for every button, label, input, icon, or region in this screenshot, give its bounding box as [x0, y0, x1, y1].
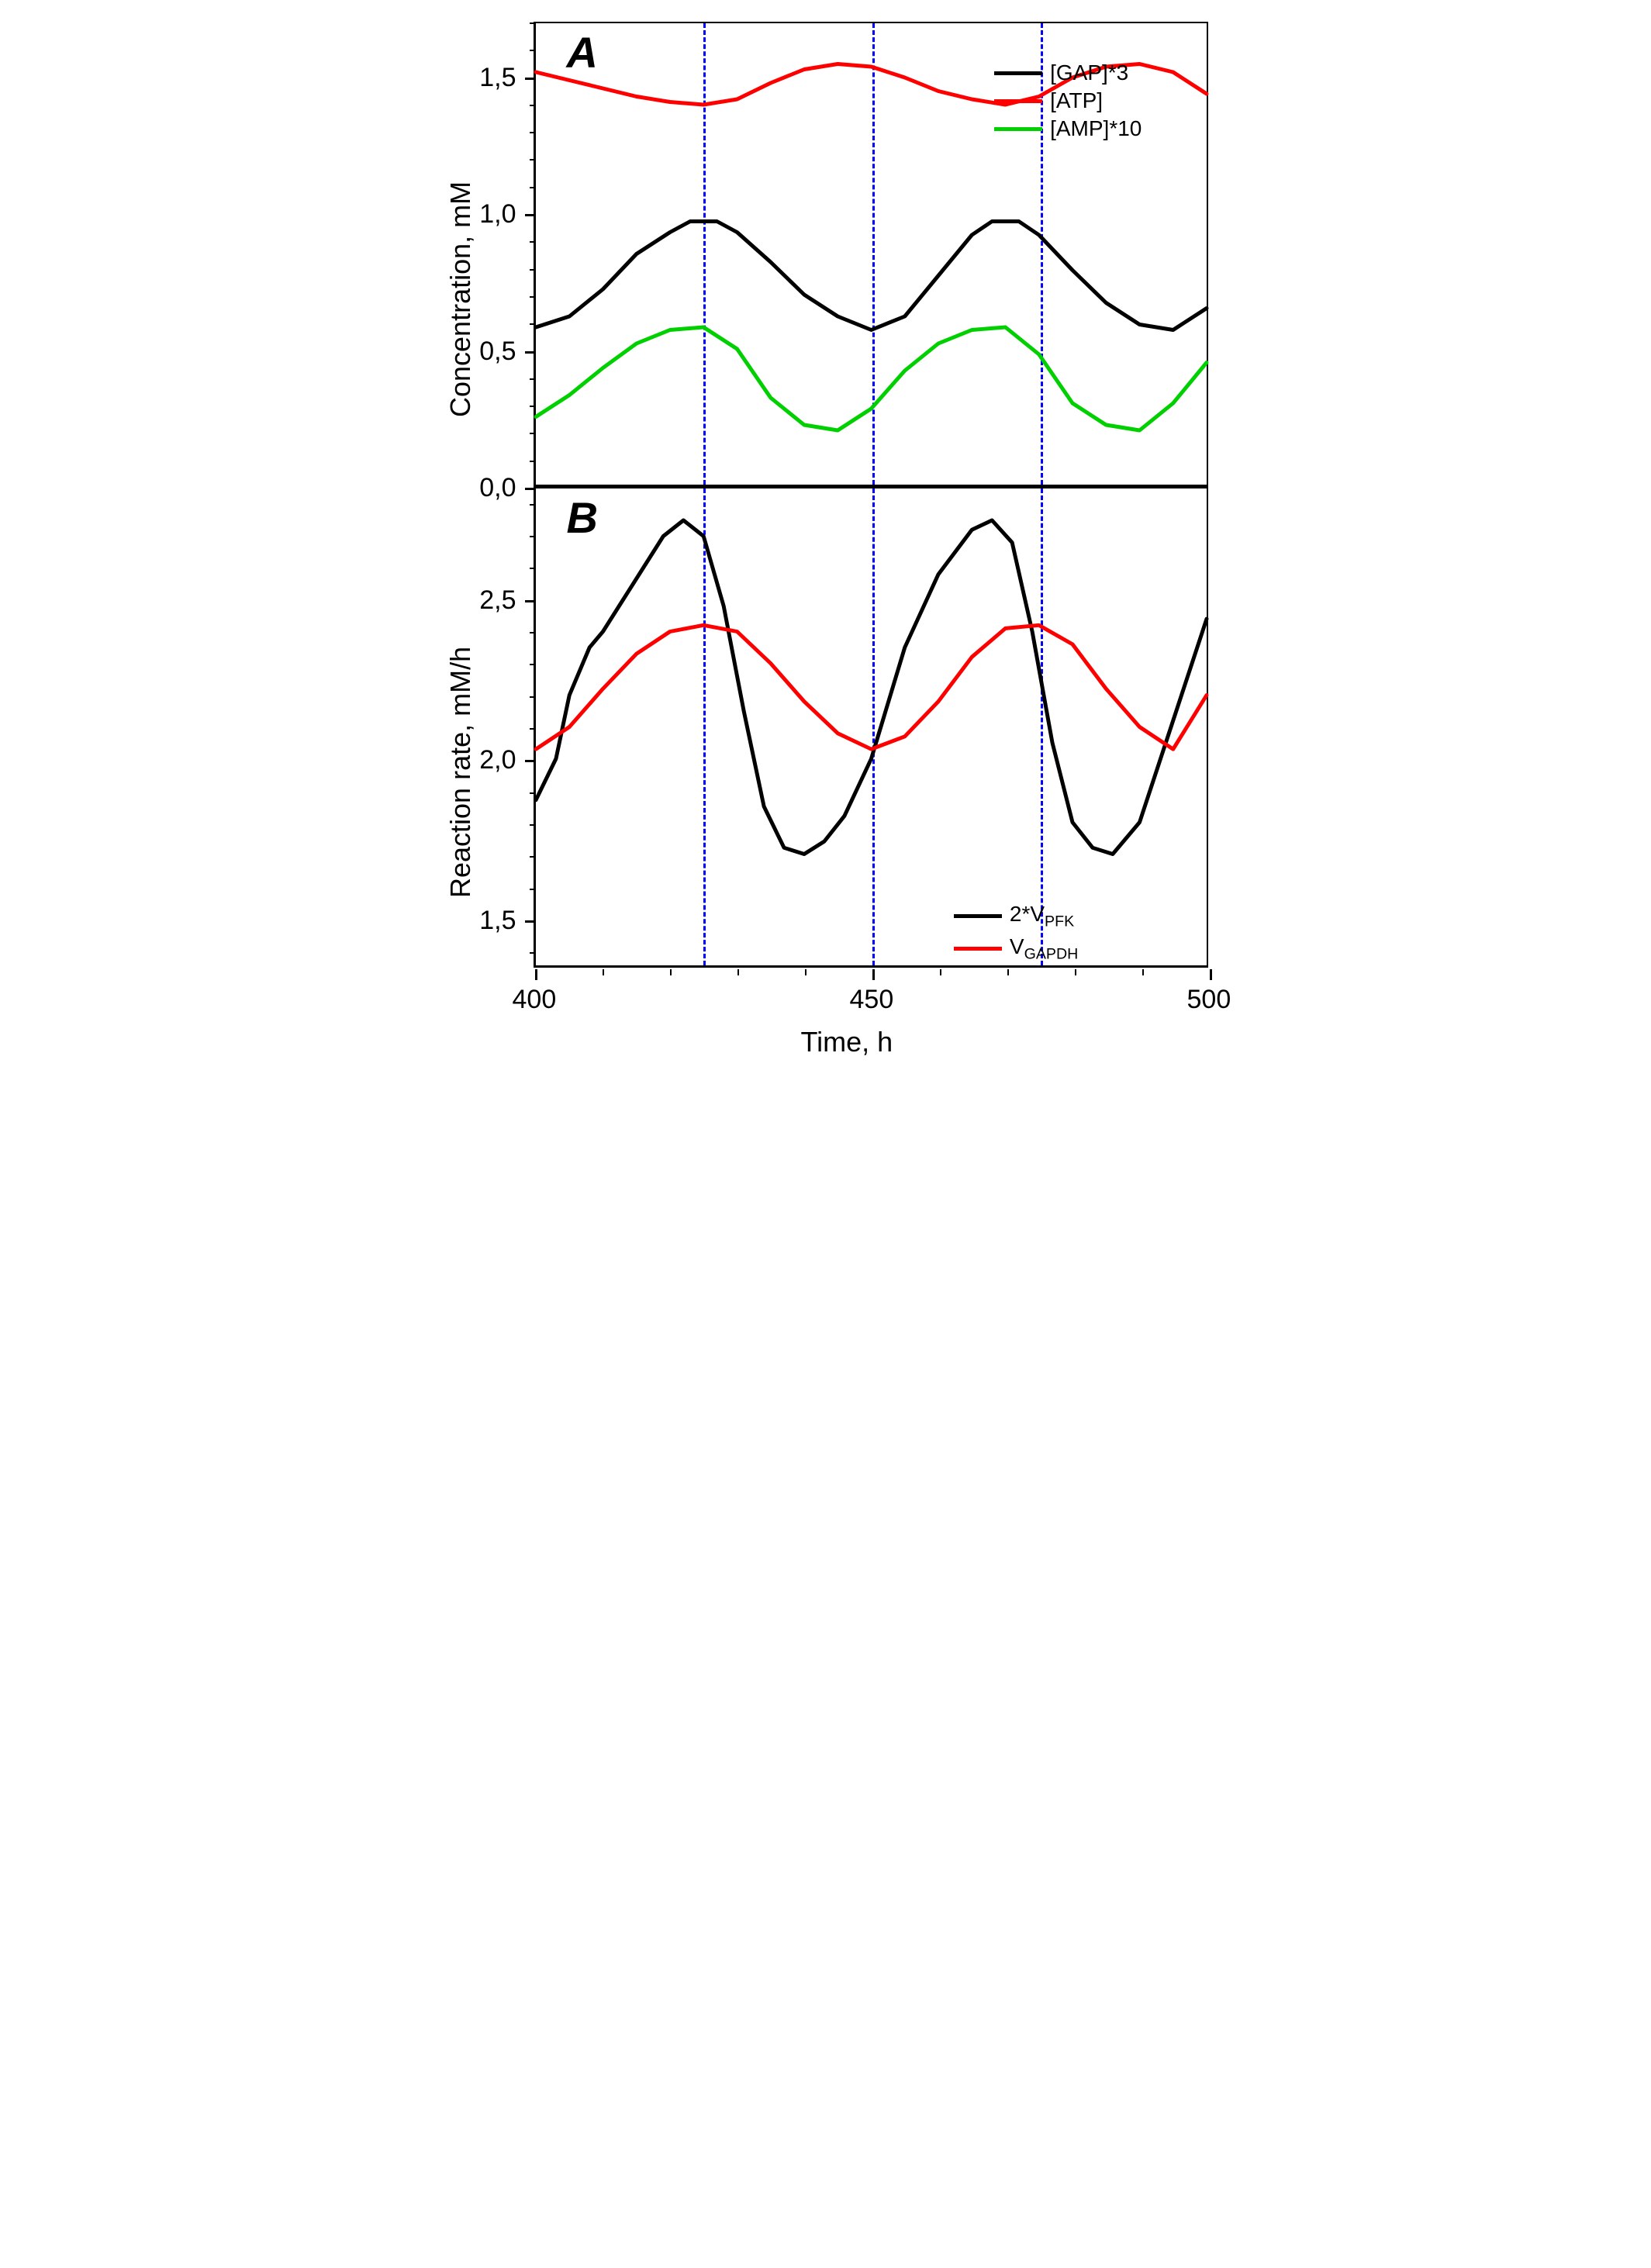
y-minor-tick [530, 664, 536, 665]
legend-item: [ATP] [994, 88, 1142, 113]
legend-label: VGAPDH [1010, 934, 1078, 964]
y-minor-tick [530, 269, 536, 271]
y-minor-tick [530, 568, 536, 569]
panel: A0,00,51,01,5[GAP]*3[ATP][AMP]*10 [534, 22, 1208, 487]
x-minor-tick [1075, 969, 1076, 975]
legend-swatch [954, 947, 1002, 951]
x-minor-tick [670, 969, 672, 975]
legend-item: VGAPDH [954, 934, 1078, 964]
panel-letter: A [567, 27, 598, 78]
y-tick [525, 600, 536, 602]
y-minor-tick [530, 461, 536, 462]
y-tick [525, 760, 536, 762]
y-minor-tick [530, 105, 536, 106]
panel-letter: B [567, 492, 598, 543]
y-minor-tick [530, 378, 536, 380]
legend-item: [AMP]*10 [994, 116, 1142, 141]
x-minor-tick [1007, 969, 1009, 975]
y-tick-label: 1,0 [479, 199, 516, 230]
legend-label: 2*VPFK [1010, 902, 1074, 931]
y-minor-tick [530, 792, 536, 794]
legend-label: [ATP] [1050, 88, 1103, 113]
y-tick-label: 0,0 [479, 473, 516, 503]
y-minor-tick [530, 728, 536, 730]
legend: 2*VPFK VGAPDH [954, 902, 1078, 966]
legend-swatch [994, 71, 1042, 75]
x-axis-label: Time, h [801, 1026, 893, 1058]
legend-swatch [994, 99, 1042, 103]
x-tick-label: 450 [850, 985, 894, 1015]
series-line [536, 222, 1207, 330]
x-minor-tick [805, 969, 807, 975]
x-tick-label: 500 [1187, 985, 1231, 1015]
figure-container: A 0,0 0,5 1,0 1,5 [GAP]*3 [ATP] [AMP]*10 B 1,5 2,0… [413, 16, 1238, 1149]
legend-label: [GAP]*3 [1050, 60, 1128, 85]
y-minor-tick [530, 504, 536, 506]
y-minor-tick [530, 856, 536, 858]
y-minor-tick [530, 824, 536, 826]
x-tick [1210, 969, 1212, 980]
y-tick [525, 351, 536, 354]
y-tick-label: 2,0 [479, 745, 516, 775]
y-minor-tick [530, 187, 536, 188]
legend-swatch [994, 127, 1042, 131]
y-minor-tick [530, 889, 536, 890]
y-minor-tick [530, 536, 536, 537]
x-tick-label: 400 [513, 985, 557, 1015]
y-tick-label: 1,5 [479, 906, 516, 936]
y-minor-tick [530, 22, 536, 24]
y-minor-tick [530, 50, 536, 51]
x-minor-tick [940, 969, 941, 975]
series-line [536, 327, 1207, 430]
y-axis-label-a: Concentration, mM [444, 181, 477, 417]
y-tick [525, 78, 536, 80]
y-minor-tick [530, 632, 536, 633]
y-tick [525, 214, 536, 216]
y-axis-label-b: Reaction rate, mM/h [444, 647, 477, 898]
y-minor-tick [530, 696, 536, 698]
y-minor-tick [530, 159, 536, 161]
y-tick-label: 0,5 [479, 337, 516, 367]
x-tick [872, 969, 875, 980]
y-minor-tick [530, 433, 536, 434]
legend-label: [AMP]*10 [1050, 116, 1142, 141]
legend-item: 2*VPFK [954, 902, 1078, 931]
y-tick [525, 920, 536, 923]
legend-item: [GAP]*3 [994, 60, 1142, 85]
y-minor-tick [530, 406, 536, 407]
x-tick [535, 969, 537, 980]
x-minor-tick [737, 969, 739, 975]
y-tick-label: 2,5 [479, 585, 516, 616]
plot-svg [536, 488, 1207, 965]
y-minor-tick [530, 296, 536, 298]
x-minor-tick [603, 969, 604, 975]
y-tick-label: 1,5 [479, 63, 516, 93]
y-minor-tick [530, 952, 536, 954]
legend-swatch [954, 914, 1002, 918]
panel: B1,52,02,52*VPFKVGAPDH400450500 [534, 487, 1208, 968]
y-minor-tick [530, 132, 536, 133]
x-minor-tick [1142, 969, 1144, 975]
y-minor-tick [530, 323, 536, 325]
legend: [GAP]*3 [ATP] [AMP]*10 [994, 60, 1142, 144]
series-line [536, 625, 1207, 749]
y-minor-tick [530, 241, 536, 243]
